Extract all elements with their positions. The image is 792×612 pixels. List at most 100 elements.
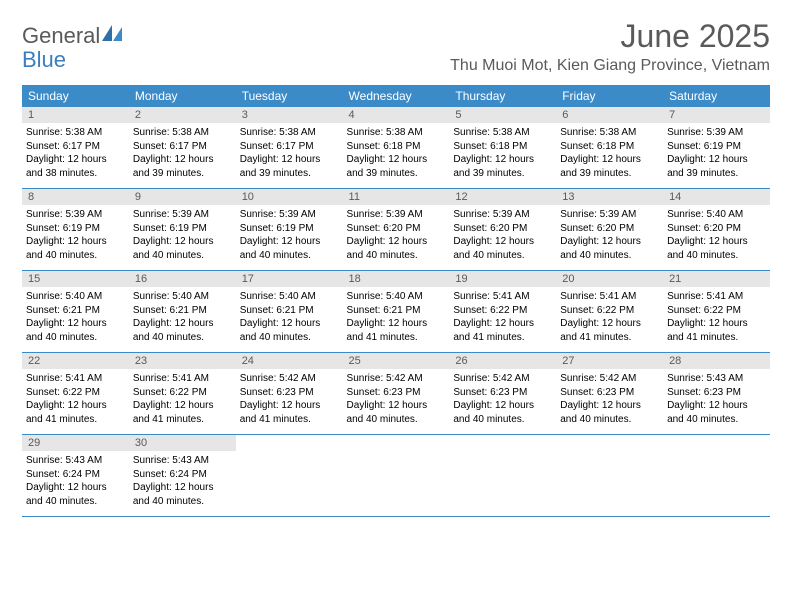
day-number: 13 xyxy=(556,189,663,205)
calendar-day: 8Sunrise: 5:39 AMSunset: 6:19 PMDaylight… xyxy=(22,189,129,271)
calendar-day: 20Sunrise: 5:41 AMSunset: 6:22 PMDayligh… xyxy=(556,271,663,353)
sunset-line: Sunset: 6:20 PM xyxy=(667,222,766,236)
day-details: Sunrise: 5:42 AMSunset: 6:23 PMDaylight:… xyxy=(449,369,556,434)
day-details: Sunrise: 5:39 AMSunset: 6:20 PMDaylight:… xyxy=(449,205,556,270)
day-number: 20 xyxy=(556,271,663,287)
day-details: Sunrise: 5:41 AMSunset: 6:22 PMDaylight:… xyxy=(556,287,663,352)
calendar-table: SundayMondayTuesdayWednesdayThursdayFrid… xyxy=(22,85,770,517)
sunrise-line: Sunrise: 5:41 AM xyxy=(453,290,552,304)
calendar-day: 18Sunrise: 5:40 AMSunset: 6:21 PMDayligh… xyxy=(343,271,450,353)
day-number: 15 xyxy=(22,271,129,287)
sunrise-line: Sunrise: 5:38 AM xyxy=(26,126,125,140)
day-details: Sunrise: 5:42 AMSunset: 6:23 PMDaylight:… xyxy=(556,369,663,434)
sunset-line: Sunset: 6:23 PM xyxy=(347,386,446,400)
day-number: 27 xyxy=(556,353,663,369)
sunrise-line: Sunrise: 5:41 AM xyxy=(133,372,232,386)
sunset-line: Sunset: 6:23 PM xyxy=(667,386,766,400)
daylight-line: Daylight: 12 hours and 40 minutes. xyxy=(240,317,339,344)
daylight-line: Daylight: 12 hours and 39 minutes. xyxy=(133,153,232,180)
calendar-day: 1Sunrise: 5:38 AMSunset: 6:17 PMDaylight… xyxy=(22,107,129,189)
day-details: Sunrise: 5:39 AMSunset: 6:19 PMDaylight:… xyxy=(236,205,343,270)
day-details: Sunrise: 5:40 AMSunset: 6:21 PMDaylight:… xyxy=(236,287,343,352)
calendar-day: 21Sunrise: 5:41 AMSunset: 6:22 PMDayligh… xyxy=(663,271,770,353)
daylight-line: Daylight: 12 hours and 41 minutes. xyxy=(667,317,766,344)
day-number: 3 xyxy=(236,107,343,123)
day-details: Sunrise: 5:43 AMSunset: 6:24 PMDaylight:… xyxy=(22,451,129,516)
day-number: 29 xyxy=(22,435,129,451)
empty-cell xyxy=(556,435,663,517)
weekday-header: Thursday xyxy=(449,85,556,107)
day-number: 7 xyxy=(663,107,770,123)
calendar-day: 13Sunrise: 5:39 AMSunset: 6:20 PMDayligh… xyxy=(556,189,663,271)
sunrise-line: Sunrise: 5:38 AM xyxy=(240,126,339,140)
logo-word-1: General xyxy=(22,23,100,48)
sunrise-line: Sunrise: 5:43 AM xyxy=(667,372,766,386)
day-number: 22 xyxy=(22,353,129,369)
calendar-day: 29Sunrise: 5:43 AMSunset: 6:24 PMDayligh… xyxy=(22,435,129,517)
title-block: June 2025 Thu Muoi Mot, Kien Giang Provi… xyxy=(450,18,770,75)
day-details: Sunrise: 5:41 AMSunset: 6:22 PMDaylight:… xyxy=(663,287,770,352)
sunrise-line: Sunrise: 5:39 AM xyxy=(133,208,232,222)
day-number: 6 xyxy=(556,107,663,123)
calendar-day: 30Sunrise: 5:43 AMSunset: 6:24 PMDayligh… xyxy=(129,435,236,517)
daylight-line: Daylight: 12 hours and 40 minutes. xyxy=(667,399,766,426)
sunset-line: Sunset: 6:18 PM xyxy=(347,140,446,154)
day-details: Sunrise: 5:40 AMSunset: 6:21 PMDaylight:… xyxy=(343,287,450,352)
daylight-line: Daylight: 12 hours and 41 minutes. xyxy=(347,317,446,344)
sunset-line: Sunset: 6:23 PM xyxy=(240,386,339,400)
day-number: 5 xyxy=(449,107,556,123)
day-details: Sunrise: 5:43 AMSunset: 6:24 PMDaylight:… xyxy=(129,451,236,516)
header: General Blue June 2025 Thu Muoi Mot, Kie… xyxy=(22,18,770,75)
sunset-line: Sunset: 6:19 PM xyxy=(133,222,232,236)
calendar-day: 2Sunrise: 5:38 AMSunset: 6:17 PMDaylight… xyxy=(129,107,236,189)
logo: General Blue xyxy=(22,18,124,72)
sunset-line: Sunset: 6:23 PM xyxy=(560,386,659,400)
daylight-line: Daylight: 12 hours and 41 minutes. xyxy=(133,399,232,426)
daylight-line: Daylight: 12 hours and 39 minutes. xyxy=(453,153,552,180)
daylight-line: Daylight: 12 hours and 41 minutes. xyxy=(26,399,125,426)
day-details: Sunrise: 5:40 AMSunset: 6:21 PMDaylight:… xyxy=(22,287,129,352)
sunset-line: Sunset: 6:21 PM xyxy=(26,304,125,318)
calendar-header-row: SundayMondayTuesdayWednesdayThursdayFrid… xyxy=(22,85,770,107)
day-number: 12 xyxy=(449,189,556,205)
empty-cell xyxy=(236,435,343,517)
sunrise-line: Sunrise: 5:42 AM xyxy=(560,372,659,386)
day-number: 16 xyxy=(129,271,236,287)
calendar-day: 12Sunrise: 5:39 AMSunset: 6:20 PMDayligh… xyxy=(449,189,556,271)
day-details: Sunrise: 5:39 AMSunset: 6:19 PMDaylight:… xyxy=(663,123,770,188)
weekday-header: Monday xyxy=(129,85,236,107)
sunrise-line: Sunrise: 5:41 AM xyxy=(26,372,125,386)
calendar-day: 15Sunrise: 5:40 AMSunset: 6:21 PMDayligh… xyxy=(22,271,129,353)
sunset-line: Sunset: 6:19 PM xyxy=(26,222,125,236)
sunrise-line: Sunrise: 5:40 AM xyxy=(347,290,446,304)
calendar-day: 3Sunrise: 5:38 AMSunset: 6:17 PMDaylight… xyxy=(236,107,343,189)
daylight-line: Daylight: 12 hours and 40 minutes. xyxy=(347,399,446,426)
day-number: 17 xyxy=(236,271,343,287)
sunrise-line: Sunrise: 5:39 AM xyxy=(26,208,125,222)
empty-cell xyxy=(663,435,770,517)
sunrise-line: Sunrise: 5:42 AM xyxy=(347,372,446,386)
daylight-line: Daylight: 12 hours and 40 minutes. xyxy=(560,235,659,262)
sunset-line: Sunset: 6:22 PM xyxy=(133,386,232,400)
empty-cell xyxy=(449,435,556,517)
sunrise-line: Sunrise: 5:40 AM xyxy=(667,208,766,222)
day-number: 2 xyxy=(129,107,236,123)
sunset-line: Sunset: 6:20 PM xyxy=(560,222,659,236)
sunset-line: Sunset: 6:24 PM xyxy=(133,468,232,482)
weekday-header: Saturday xyxy=(663,85,770,107)
daylight-line: Daylight: 12 hours and 40 minutes. xyxy=(26,481,125,508)
sunrise-line: Sunrise: 5:42 AM xyxy=(240,372,339,386)
sunset-line: Sunset: 6:19 PM xyxy=(667,140,766,154)
day-details: Sunrise: 5:39 AMSunset: 6:19 PMDaylight:… xyxy=(22,205,129,270)
day-number: 28 xyxy=(663,353,770,369)
sunset-line: Sunset: 6:22 PM xyxy=(667,304,766,318)
sunrise-line: Sunrise: 5:40 AM xyxy=(26,290,125,304)
daylight-line: Daylight: 12 hours and 40 minutes. xyxy=(347,235,446,262)
day-number: 18 xyxy=(343,271,450,287)
daylight-line: Daylight: 12 hours and 41 minutes. xyxy=(560,317,659,344)
day-number: 19 xyxy=(449,271,556,287)
sunset-line: Sunset: 6:17 PM xyxy=(240,140,339,154)
sunset-line: Sunset: 6:23 PM xyxy=(453,386,552,400)
daylight-line: Daylight: 12 hours and 40 minutes. xyxy=(667,235,766,262)
calendar-day: 5Sunrise: 5:38 AMSunset: 6:18 PMDaylight… xyxy=(449,107,556,189)
